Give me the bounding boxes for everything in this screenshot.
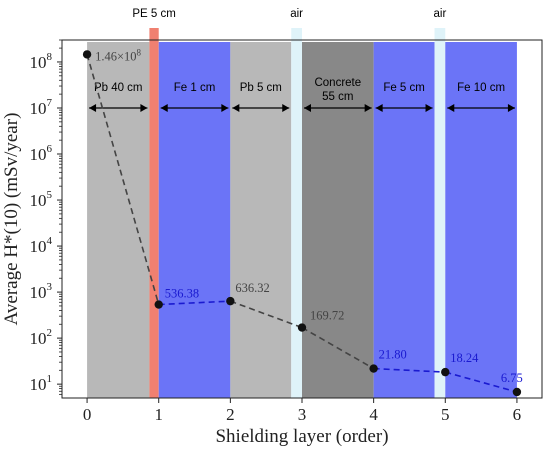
x-axis: 0 1 2 3 4 5 6 <box>83 398 521 424</box>
x-tick-label-2: 2 <box>226 405 235 424</box>
y-tick-label-5: 106 <box>30 143 53 164</box>
shield-band-3 <box>230 42 292 398</box>
top-label-1: PE 5 cm <box>132 8 175 20</box>
shield-band-4 <box>291 28 302 398</box>
x-axis-title: Shielding layer (order) <box>215 426 388 447</box>
series-segment-1 <box>158 300 231 306</box>
data-point-6 <box>512 387 522 397</box>
x-tick-label-5: 5 <box>441 405 450 424</box>
span-arrow-right-0 <box>140 104 148 112</box>
shield-label-0: Pb 40 cm <box>94 82 143 94</box>
data-point-4 <box>369 364 378 373</box>
data-labels: 1.46×108 536.38 636.32 169.72 21.80 18.24 6.75 <box>95 47 523 385</box>
top-label-4: air <box>290 8 303 20</box>
y-tick-label-3: 104 <box>30 235 53 256</box>
shield-band-7 <box>434 28 446 398</box>
data-label-2: 636.32 <box>235 281 269 295</box>
span-arrow-right-8 <box>507 104 515 112</box>
series-segment-5 <box>445 371 518 393</box>
data-label-5: 18.24 <box>450 351 479 365</box>
data-label-4: 21.80 <box>379 348 407 362</box>
span-arrow-left-3 <box>232 104 240 112</box>
data-label-0: 1.46×108 <box>95 47 141 63</box>
data-label-3: 169.72 <box>310 309 344 323</box>
shield-bands <box>87 28 517 398</box>
x-tick-label-0: 0 <box>83 405 92 424</box>
data-label-1: 536.38 <box>165 287 199 301</box>
data-point-2 <box>226 296 235 306</box>
series-segment-4 <box>373 367 446 373</box>
shield-label-5: Concrete <box>314 77 361 89</box>
span-arrow-right-2 <box>221 104 229 112</box>
data-point-1 <box>154 300 163 309</box>
series-lines <box>86 54 518 393</box>
span-arrow-left-0 <box>89 104 97 112</box>
x-tick-label-4: 4 <box>369 405 378 424</box>
data-point-5 <box>441 367 450 377</box>
y-tick-label-2: 103 <box>30 281 53 302</box>
shield-label-2: Fe 1 cm <box>174 82 216 94</box>
shield-band-8 <box>445 42 517 398</box>
data-point-3 <box>297 323 307 332</box>
span-arrow-left-2 <box>160 104 168 112</box>
y-tick-label-6: 107 <box>30 97 53 118</box>
y-tick-label-1: 102 <box>30 327 53 348</box>
series-points <box>82 50 522 397</box>
shield-label-6: Fe 5 cm <box>383 82 425 94</box>
series-segment-0 <box>86 54 160 305</box>
span-arrow-right-3 <box>282 104 290 112</box>
y-tick-label-7: 108 <box>30 51 53 72</box>
series-segment-3 <box>301 326 375 370</box>
shield-band-2 <box>158 42 231 398</box>
shield-label-8: Fe 10 cm <box>457 82 505 94</box>
shield-band-5 <box>302 42 374 398</box>
span-arrow-right-5 <box>364 104 372 112</box>
span-arrow-right-6 <box>425 104 433 112</box>
y-axis-title: Average H*(10) (mSv/year) <box>1 113 22 326</box>
data-label-6: 6.75 <box>501 371 523 385</box>
top-label-7: air <box>434 8 447 20</box>
span-arrow-left-6 <box>375 104 383 112</box>
shield-label-3: Pb 5 cm <box>240 82 282 94</box>
data-point-0 <box>82 50 92 59</box>
series-segment-2 <box>230 300 303 329</box>
shield-band-6 <box>373 42 435 398</box>
x-tick-label-1: 1 <box>154 405 163 424</box>
x-tick-label-3: 3 <box>298 405 307 424</box>
span-arrow-left-5 <box>304 104 311 112</box>
top-labels: PE 5 cm air air <box>132 8 446 20</box>
shield-labels: Pb 40 cm Fe 1 cm Pb 5 cm Concrete 55 cm Fe 5 … <box>89 77 515 112</box>
y-tick-label-4: 105 <box>30 189 53 210</box>
shield-band-0 <box>87 42 150 398</box>
span-arrow-left-8 <box>447 104 455 112</box>
shield-band-1 <box>149 28 159 398</box>
y-axis: 101 102 103 104 105 106 107 108 <box>30 39 62 395</box>
shield-label2-5: 55 cm <box>322 91 353 103</box>
x-tick-label-6: 6 <box>513 405 522 424</box>
y-tick-label-0: 101 <box>30 373 53 394</box>
